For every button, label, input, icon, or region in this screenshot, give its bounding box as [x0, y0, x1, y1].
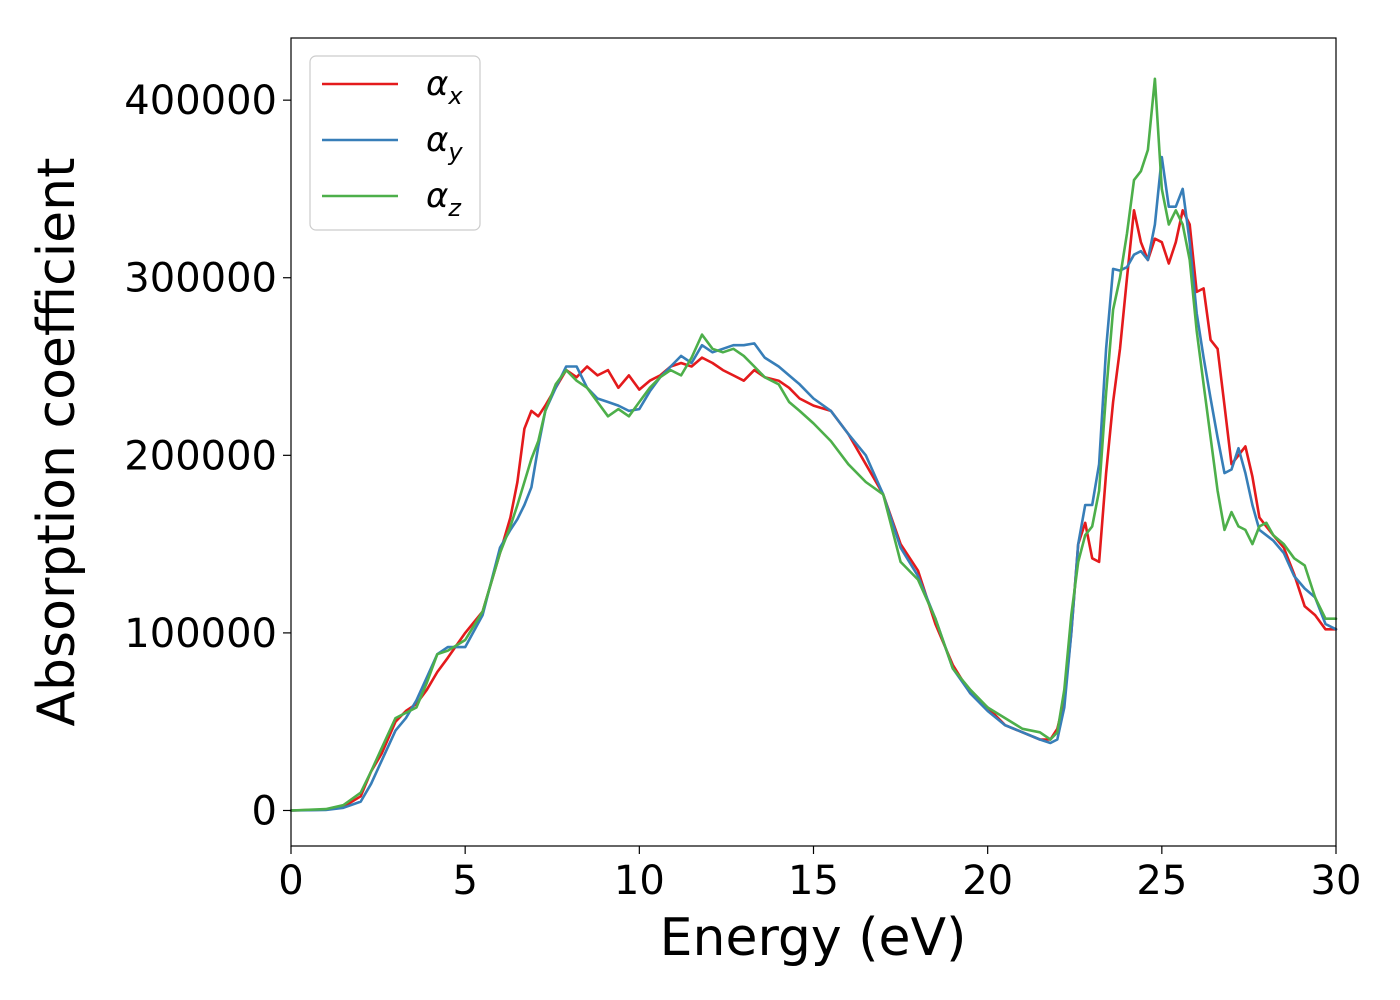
- legend-label-x: αx: [426, 64, 463, 110]
- y-tick-label: 100000: [124, 611, 277, 657]
- legend-label-symbol: α: [426, 120, 448, 160]
- series-line-y: [289, 155, 1338, 812]
- x-tick-label: 25: [1136, 858, 1187, 904]
- legend-label-y: αy: [426, 120, 463, 166]
- legend-label-symbol: α: [426, 176, 448, 216]
- x-tick-label: 30: [1311, 858, 1362, 904]
- series-line-x: [289, 209, 1338, 812]
- y-tick-label: 0: [252, 788, 277, 834]
- x-axis-title: Energy (eV): [660, 908, 967, 968]
- legend-box: [309, 55, 481, 231]
- x-tick-label: 10: [614, 858, 665, 904]
- legend-label-z: αz: [426, 176, 462, 222]
- series-line-z: [289, 77, 1338, 812]
- legend-label-symbol: α: [426, 64, 448, 104]
- legend-label-subscript: z: [447, 194, 462, 222]
- legend-label-subscript: y: [447, 138, 463, 166]
- x-axis-ticks: 0 5 10 15 20 25 30: [278, 846, 1361, 904]
- y-tick-label: 300000: [124, 256, 277, 302]
- series-layer: [289, 77, 1338, 812]
- y-tick-label: 400000: [124, 78, 277, 124]
- legend-label-subscript: x: [447, 82, 463, 110]
- x-tick-label: 15: [788, 858, 839, 904]
- x-tick-label: 20: [962, 858, 1013, 904]
- x-tick-label: 5: [452, 858, 477, 904]
- y-axis-ticks: 0 100000 200000 300000 400000: [124, 78, 291, 834]
- x-tick-label: 0: [278, 858, 303, 904]
- y-tick-label: 200000: [124, 433, 277, 479]
- y-axis-title: Absorption coefficient: [27, 157, 87, 726]
